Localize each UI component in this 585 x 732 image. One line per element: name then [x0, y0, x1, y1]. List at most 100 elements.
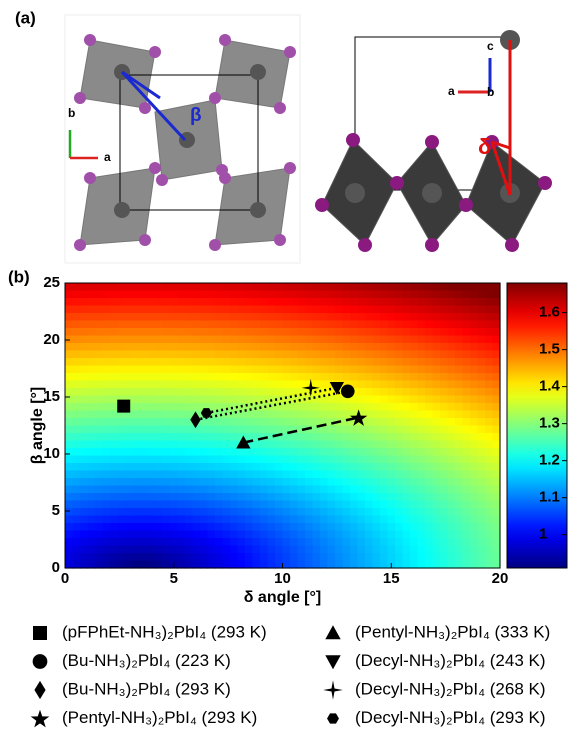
heatmap-cell: [80, 418, 89, 427]
heatmap-cell: [102, 380, 111, 389]
heatmap-cell: [237, 538, 246, 547]
heatmap-cell: [440, 410, 449, 419]
heatmap-cell: [462, 350, 471, 359]
heatmap-cell: [477, 410, 486, 419]
heatmap-cell: [485, 440, 494, 449]
heatmap-cell: [425, 463, 434, 472]
heatmap-cell: [185, 290, 194, 299]
heatmap-cell: [260, 508, 269, 517]
heatmap-cell: [170, 500, 179, 509]
heatmap-cell: [395, 433, 404, 442]
heatmap-cell: [447, 343, 456, 352]
heatmap-cell: [470, 283, 479, 292]
heatmap-cell: [275, 470, 284, 479]
heatmap-cell: [140, 485, 149, 494]
heatmap-cell: [245, 305, 254, 314]
heatmap-cell: [207, 380, 216, 389]
x-tick-label: 15: [383, 570, 400, 587]
heatmap-cell: [432, 320, 441, 329]
heatmap-cell: [312, 560, 321, 569]
heatmap-cell: [350, 290, 359, 299]
heatmap-cell: [425, 290, 434, 299]
heatmap-cell: [65, 463, 74, 472]
heatmap-cell: [65, 418, 74, 427]
heatmap-cell: [102, 418, 111, 427]
heatmap-cell: [260, 328, 269, 337]
heatmap-cell: [275, 328, 284, 337]
heatmap-cell: [455, 388, 464, 397]
heatmap-cell: [230, 373, 239, 382]
heatmap-cell: [410, 350, 419, 359]
heatmap-cell: [312, 365, 321, 374]
y-tick-label: 5: [52, 502, 60, 519]
heatmap-cell: [350, 403, 359, 412]
heatmap-cell: [327, 395, 336, 404]
heatmap-cell: [185, 343, 194, 352]
heatmap-cell: [117, 485, 126, 494]
heatmap-cell: [222, 365, 231, 374]
heatmap-cell: [207, 328, 216, 337]
heatmap-cell: [245, 418, 254, 427]
heatmap-cell: [207, 410, 216, 419]
heatmap-cell: [177, 380, 186, 389]
heatmap-cell: [447, 283, 456, 292]
heatmap-cell: [395, 493, 404, 502]
heatmap-cell: [275, 320, 284, 329]
heatmap-cell: [395, 545, 404, 554]
heatmap-cell: [177, 433, 186, 442]
heatmap-cell: [470, 388, 479, 397]
heatmap-cell: [462, 508, 471, 517]
heatmap-cell: [237, 328, 246, 337]
heatmap-cell: [125, 485, 134, 494]
heatmap-cell: [485, 463, 494, 472]
heatmap-cell: [155, 328, 164, 337]
heatmap-cell: [87, 373, 96, 382]
heatmap-cell: [155, 380, 164, 389]
heatmap-cell: [80, 403, 89, 412]
heatmap-cell: [102, 448, 111, 457]
heatmap-cell: [305, 298, 314, 307]
heatmap-cell: [170, 380, 179, 389]
heatmap-cell: [477, 455, 486, 464]
heatmap-cell: [110, 290, 119, 299]
heatmap-cell: [455, 538, 464, 547]
heatmap-cell: [260, 440, 269, 449]
heatmap-cell: [162, 320, 171, 329]
heatmap-cell: [177, 350, 186, 359]
heatmap-cell: [177, 478, 186, 487]
heatmap-cell: [425, 508, 434, 517]
heatmap-cell: [207, 448, 216, 457]
heatmap-cell: [252, 500, 261, 509]
marker: [349, 409, 368, 426]
heatmap-cell: [357, 455, 366, 464]
heatmap-cell: [417, 365, 426, 374]
heatmap-cell: [110, 433, 119, 442]
heatmap-cell: [357, 493, 366, 502]
heatmap-cell: [215, 395, 224, 404]
heatmap-cell: [305, 545, 314, 554]
heatmap-cell: [425, 500, 434, 509]
heatmap-cell: [417, 395, 426, 404]
heatmap-cell: [252, 463, 261, 472]
heatmap-cell: [440, 478, 449, 487]
heatmap-cell: [275, 343, 284, 352]
heatmap-cell: [327, 358, 336, 367]
heatmap-cell: [252, 545, 261, 554]
heatmap-cell: [147, 553, 156, 562]
heatmap-cell: [282, 410, 291, 419]
heatmap-cell: [365, 493, 374, 502]
heatmap-cell: [245, 380, 254, 389]
heatmap-cell: [200, 553, 209, 562]
heatmap-cell: [80, 350, 89, 359]
heatmap-cell: [170, 515, 179, 524]
marker: [325, 655, 341, 670]
heatmap-cell: [470, 410, 479, 419]
heatmap-cell: [432, 313, 441, 322]
heatmap-cell: [155, 500, 164, 509]
heatmap-cell: [335, 343, 344, 352]
heatmap-cell: [185, 515, 194, 524]
heatmap-cell: [305, 523, 314, 532]
heatmap-cell: [410, 365, 419, 374]
heatmap-cell: [260, 313, 269, 322]
heatmap-cell: [125, 328, 134, 337]
